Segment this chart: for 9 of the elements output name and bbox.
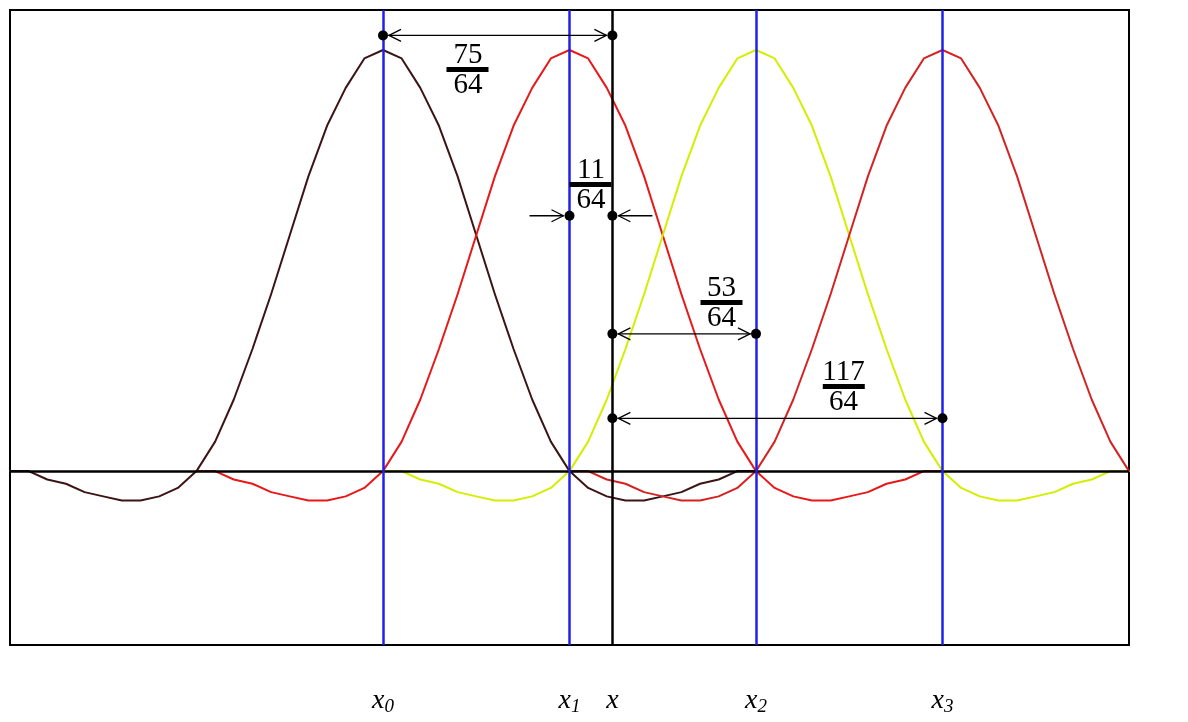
x-tick-label: x$_{3}$ <box>931 683 954 716</box>
annotation: 75 64 <box>446 37 490 100</box>
x-tick-label: x$_{2}$ <box>745 683 767 716</box>
x-tick-label: x <box>606 683 619 714</box>
annotation: 53 64 <box>700 269 744 332</box>
annotation: 117 64 <box>815 354 872 417</box>
x-tick-label: x$_{0}$ <box>372 683 394 716</box>
annotation: 11 64 <box>569 151 613 214</box>
x-tick-label: x$_{1}$ <box>558 683 581 716</box>
